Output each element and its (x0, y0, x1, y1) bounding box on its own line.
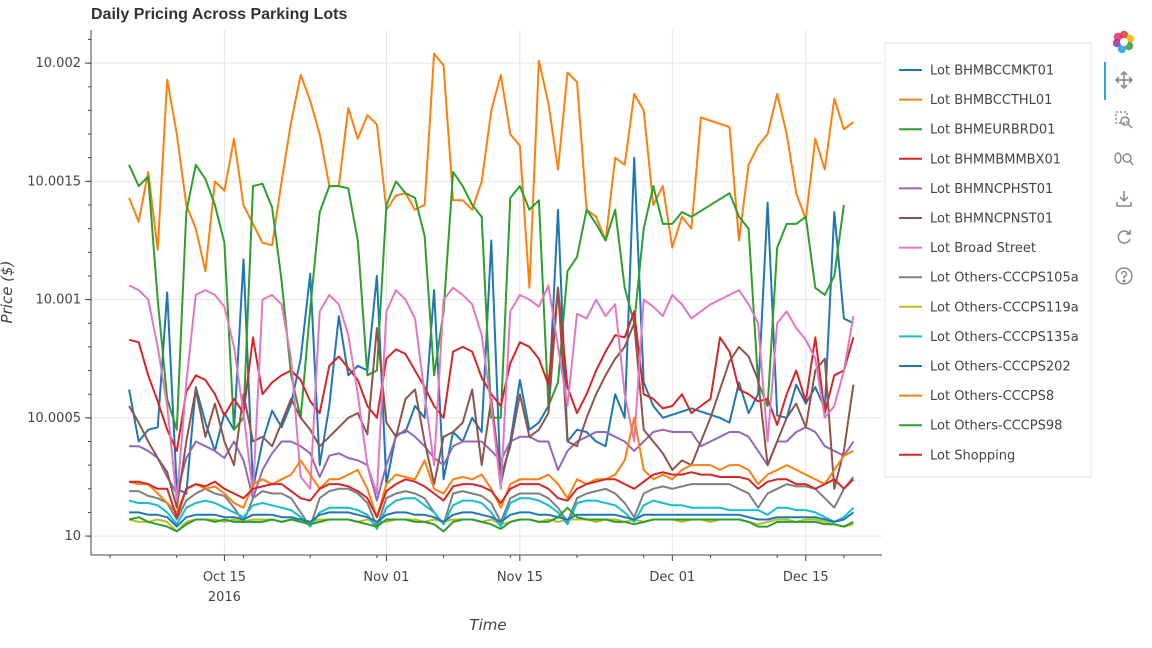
legend-item-label: Lot Shopping (930, 448, 1015, 463)
series-line-7 (128, 284, 855, 502)
series-line-2 (128, 52, 854, 289)
legend-item-label: Lot BHMNCPNST01 (930, 212, 1053, 227)
legend-item-label: Lot BHMMBMMBX01 (930, 152, 1061, 167)
series-line-8 (129, 476, 855, 528)
legend-item-label: Lot BHMEURBRD01 (930, 123, 1055, 138)
y-tick-label: 10.0015 (27, 174, 81, 189)
y-axis-label: Price ($) (0, 261, 16, 324)
legend-item-label: Lot Broad Street (930, 241, 1036, 256)
series-line-13 (128, 506, 854, 533)
chart-title: Daily Pricing Across Parking Lots (91, 6, 347, 23)
bokeh-logo-icon[interactable] (1112, 30, 1136, 54)
x-tick-label: Nov 01 (363, 570, 409, 585)
wheel-zoom-icon[interactable] (1112, 147, 1136, 171)
legend-item-label: Lot BHMNCPHST01 (930, 182, 1053, 197)
legend-box (884, 42, 1092, 478)
y-tick-label: 10.0005 (27, 411, 81, 426)
legend-item-label: Lot BHMBCCTHL01 (930, 93, 1052, 108)
reset-icon[interactable] (1112, 225, 1136, 249)
y-ticks: 10 10.0005 10.001 10.0015 10.002 (27, 38, 91, 544)
active-tool-indicator (1104, 62, 1106, 100)
save-icon[interactable] (1112, 187, 1136, 211)
x-tick-sublabel: 2016 (208, 590, 241, 605)
series-line-4 (128, 286, 855, 452)
help-icon[interactable] (1112, 264, 1136, 288)
series-line-5 (129, 426, 855, 502)
x-axis-label: Time (469, 616, 506, 634)
y-tick-label: 10.001 (36, 293, 82, 308)
x-tick-label: Oct 15 (203, 570, 246, 585)
x-tick-label: Nov 15 (497, 570, 543, 585)
y-tick-label: 10 (64, 529, 81, 544)
series-line-14 (129, 471, 855, 519)
legend-item-label: Lot BHMBCCMKT01 (930, 64, 1054, 79)
series-line-10 (128, 497, 855, 530)
box-zoom-icon[interactable] (1112, 108, 1136, 132)
legend-item-label: Lot Others-CCCPS202 (930, 360, 1071, 375)
legend-item-label: Lot Others-CCCPS98 (930, 419, 1062, 434)
series-line-1 (128, 156, 854, 495)
legend-item-label: Lot Others-CCCPS105a (930, 271, 1079, 286)
x-tick-label: Dec 15 (783, 570, 829, 585)
pan-icon[interactable] (1112, 68, 1136, 92)
legend-item-label: Lot Others-CCCPS135a (930, 330, 1079, 345)
y-tick-label: 10.002 (36, 56, 82, 71)
x-ticks: Oct 15 2016 Nov 01 Nov 15 Dec 01 Dec 15 (109, 555, 845, 605)
series-lines (128, 52, 855, 533)
axes (90, 30, 882, 556)
x-tick-label: Dec 01 (649, 570, 695, 585)
legend-item-label: Lot Others-CCCPS119a (930, 300, 1079, 315)
legend: Lot BHMBCCMKT01 Lot BHMBCCTHL01 Lot BHMEUR… (884, 42, 1092, 478)
legend-item-label: Lot Others-CCCPS8 (930, 389, 1054, 404)
series-line-11 (129, 511, 854, 528)
